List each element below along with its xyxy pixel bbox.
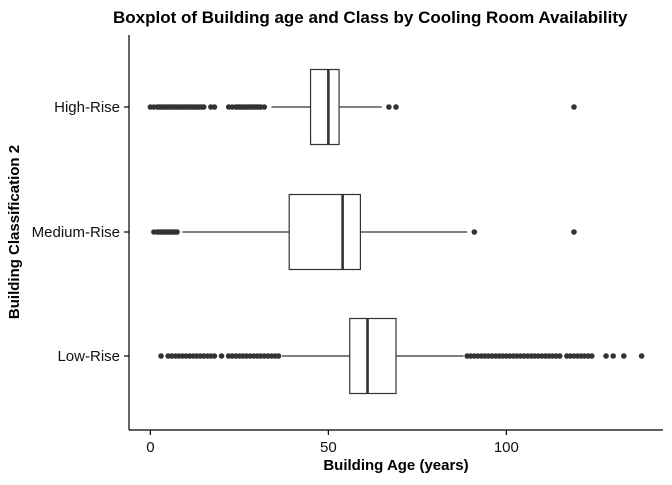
iqr-box-high-rise (309, 68, 340, 146)
y-tick-label: High-Rise (54, 99, 120, 116)
outlier-point (211, 353, 218, 359)
outlier-point (218, 353, 225, 359)
outlier-point (638, 353, 645, 359)
x-tick-label: 100 (494, 439, 519, 456)
outlier-point (603, 353, 609, 359)
outlier-point (393, 104, 399, 110)
outlier-point (471, 229, 478, 235)
outlier-point (621, 353, 627, 359)
x-tick-label: 0 (146, 439, 154, 456)
outlier-point (571, 104, 577, 110)
outlier-point (556, 353, 563, 359)
outlier-point (589, 353, 595, 359)
outlier-point (200, 104, 207, 110)
iqr-box-low-rise (349, 317, 397, 395)
y-tick-label: Low-Rise (57, 348, 120, 365)
x-axis-title: Building Age (years) (323, 457, 468, 474)
x-tick-label: 50 (320, 439, 337, 456)
outlier-point (275, 353, 282, 359)
outlier-point (158, 353, 164, 359)
y-axis-title: Building Classification 2 (6, 145, 23, 319)
y-tick-label: Medium-Rise (32, 224, 120, 241)
outlier-point (571, 229, 577, 235)
chart-title: Boxplot of Building age and Class by Coo… (113, 8, 628, 27)
outlier-point (386, 104, 392, 110)
outlier-point (174, 229, 180, 235)
box-low-rise (158, 317, 645, 395)
iqr-box-medium-rise (288, 193, 362, 271)
box-medium-rise (151, 193, 577, 271)
outlier-point (211, 104, 218, 110)
outlier-point (261, 104, 268, 110)
box-high-rise (147, 68, 577, 146)
outlier-point (610, 353, 616, 359)
